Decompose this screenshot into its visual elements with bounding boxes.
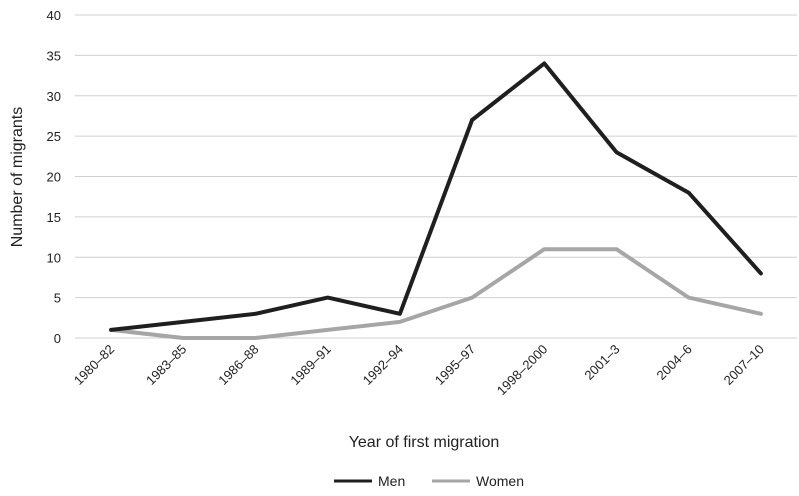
x-tick-label: 1995–97 (432, 342, 478, 388)
y-tick-label: 30 (47, 89, 61, 104)
x-tick-label: 1980–82 (71, 342, 117, 388)
gridlines (75, 14, 797, 339)
legend: Men Women (334, 473, 524, 489)
x-tick-label: 2001–3 (581, 342, 622, 383)
y-tick-label: 10 (47, 250, 61, 265)
x-tick-label: 1986–88 (215, 342, 261, 388)
legend-label-men: Men (378, 473, 405, 489)
y-tick-label: 40 (47, 8, 61, 23)
series-line-women (109, 247, 763, 340)
x-tick-labels: 1980–82 1983–85 1986–88 1989–91 1992–94 1995–… (71, 342, 767, 399)
y-tick-label: 0 (54, 331, 61, 346)
x-tick-label: 2004–6 (654, 342, 695, 383)
x-tick-label: 1998–2000 (494, 342, 551, 399)
x-tick-label: 1992–94 (360, 342, 406, 388)
y-tick-label: 5 (54, 291, 61, 306)
series-lines (109, 61, 763, 340)
y-axis-title: Number of migrants (9, 107, 26, 248)
y-tick-label: 25 (47, 129, 61, 144)
y-tick-label: 20 (47, 170, 61, 185)
y-tick-label: 35 (47, 48, 61, 63)
x-axis-title: Year of first migration (349, 434, 500, 451)
y-tick-label: 15 (47, 210, 61, 225)
x-tick-label: 1983–85 (143, 342, 189, 388)
y-tick-labels: 0 5 10 15 20 25 30 35 40 (47, 8, 61, 346)
series-line-men (109, 61, 763, 332)
x-tick-label: 1989–91 (287, 342, 333, 388)
x-tick-label: 2007–10 (721, 342, 767, 388)
legend-label-women: Women (476, 473, 524, 489)
